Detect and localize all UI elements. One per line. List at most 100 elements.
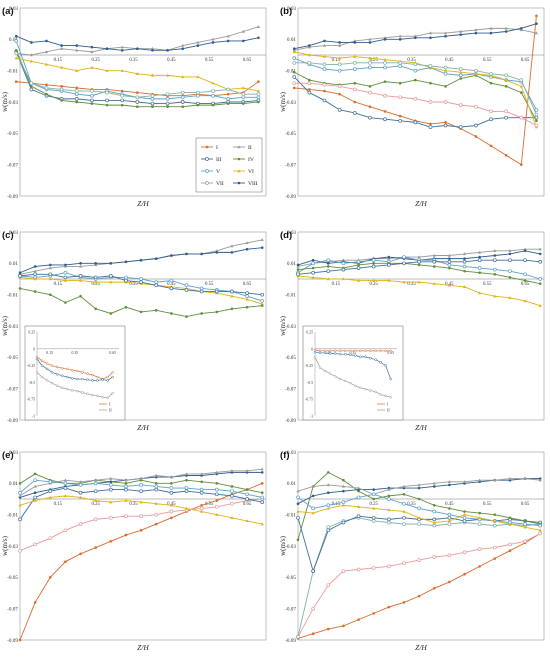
inset-data-point bbox=[66, 375, 69, 379]
data-point bbox=[458, 73, 463, 78]
inset-data-point bbox=[106, 396, 109, 400]
inset-data-point bbox=[55, 384, 59, 388]
data-point bbox=[199, 289, 204, 294]
data-point bbox=[18, 638, 22, 642]
data-point bbox=[432, 265, 436, 268]
data-point bbox=[402, 261, 406, 266]
data-point bbox=[429, 81, 432, 85]
data-point bbox=[90, 93, 94, 98]
data-point bbox=[33, 290, 37, 293]
x-tick-label: 0.35 bbox=[129, 502, 138, 507]
data-point bbox=[398, 118, 403, 123]
data-point bbox=[352, 60, 357, 65]
data-point bbox=[170, 312, 173, 315]
data-point bbox=[200, 472, 204, 476]
data-point bbox=[368, 65, 372, 70]
inset-data-point bbox=[40, 364, 44, 367]
data-point bbox=[154, 484, 159, 489]
data-point bbox=[63, 278, 68, 282]
data-point bbox=[184, 288, 189, 292]
x-tick-label: 0.55 bbox=[483, 502, 492, 507]
data-point bbox=[230, 469, 234, 472]
legend-label: VI bbox=[248, 169, 254, 175]
series-line-VIII bbox=[292, 22, 538, 51]
data-point bbox=[45, 83, 48, 87]
data-point bbox=[124, 482, 128, 485]
data-point bbox=[214, 492, 219, 497]
data-point bbox=[93, 517, 98, 522]
data-point bbox=[200, 480, 203, 484]
data-point bbox=[139, 277, 143, 281]
data-point bbox=[342, 478, 345, 482]
data-point bbox=[230, 489, 234, 494]
data-point bbox=[463, 257, 466, 260]
inset-data-point bbox=[349, 349, 352, 353]
chart-panel-5: 0.03 0.01 -0.01 -0.03 -0.05 -0.07 -0.09 0.15 0.2… bbox=[1, 450, 267, 652]
data-point bbox=[371, 566, 376, 570]
panel-label: (b) bbox=[280, 6, 292, 17]
data-point bbox=[109, 476, 113, 480]
data-point bbox=[477, 547, 482, 551]
data-point bbox=[48, 479, 53, 484]
data-point bbox=[18, 287, 22, 290]
data-point bbox=[94, 262, 97, 265]
x-tick-label: 0.65 bbox=[521, 502, 530, 507]
x-tick-label: 0.25 bbox=[369, 282, 378, 287]
y-tick-label: -0.03 bbox=[285, 544, 296, 550]
data-point bbox=[523, 519, 527, 523]
data-point bbox=[462, 264, 467, 269]
x-tick-label: 0.15 bbox=[54, 58, 63, 63]
data-point bbox=[245, 247, 249, 251]
data-point bbox=[296, 509, 300, 513]
data-point bbox=[200, 509, 204, 513]
data-point bbox=[356, 266, 361, 270]
x-tick-label: 0.45 bbox=[445, 58, 454, 63]
inset-data-point bbox=[71, 369, 74, 372]
data-point bbox=[323, 89, 326, 93]
panel-label: (f) bbox=[280, 450, 290, 461]
data-point bbox=[311, 266, 315, 270]
data-point bbox=[292, 86, 296, 90]
data-point bbox=[124, 498, 128, 502]
data-point bbox=[256, 95, 261, 100]
data-point bbox=[90, 102, 94, 105]
data-point bbox=[398, 81, 402, 85]
data-point bbox=[108, 515, 113, 520]
data-point bbox=[368, 56, 372, 60]
inset-data-point bbox=[45, 362, 49, 365]
x-tick-label: 0.65 bbox=[243, 58, 252, 63]
data-point bbox=[447, 283, 451, 287]
data-point bbox=[458, 125, 463, 129]
data-point bbox=[120, 49, 124, 52]
data-point bbox=[447, 522, 452, 526]
data-point bbox=[29, 59, 33, 63]
data-point bbox=[463, 572, 466, 576]
data-point bbox=[386, 263, 391, 267]
data-point bbox=[504, 73, 509, 78]
data-point bbox=[169, 486, 174, 490]
data-point bbox=[356, 278, 361, 282]
plot-frame bbox=[297, 7, 545, 197]
chart-panel-4: 0.030.01-0.01-0.03-0.05-0.07-0.090.15 0.2… bbox=[279, 230, 545, 432]
y-tick-label: 0.03 bbox=[287, 450, 296, 456]
data-point bbox=[44, 86, 49, 90]
series-path bbox=[297, 533, 541, 638]
data-point bbox=[200, 252, 203, 256]
data-point bbox=[169, 286, 174, 291]
data-point bbox=[154, 482, 158, 485]
chart-panel-2: 0.03 0.01 -0.01 -0.03 -0.05 -0.07 -0.09 0.15 0.2… bbox=[279, 6, 545, 208]
data-point bbox=[508, 296, 512, 299]
data-point bbox=[493, 294, 497, 298]
data-point bbox=[165, 92, 170, 97]
inset-data-point bbox=[91, 379, 94, 382]
data-point bbox=[33, 484, 37, 488]
inset-data-point bbox=[96, 375, 99, 379]
data-point bbox=[489, 31, 493, 35]
data-point bbox=[372, 488, 375, 491]
data-point bbox=[447, 259, 452, 264]
data-point bbox=[120, 45, 124, 49]
y-tick-label: 0.03 bbox=[287, 230, 296, 236]
data-point bbox=[136, 91, 139, 94]
legend-label: IV bbox=[248, 157, 254, 163]
data-point bbox=[181, 47, 185, 51]
